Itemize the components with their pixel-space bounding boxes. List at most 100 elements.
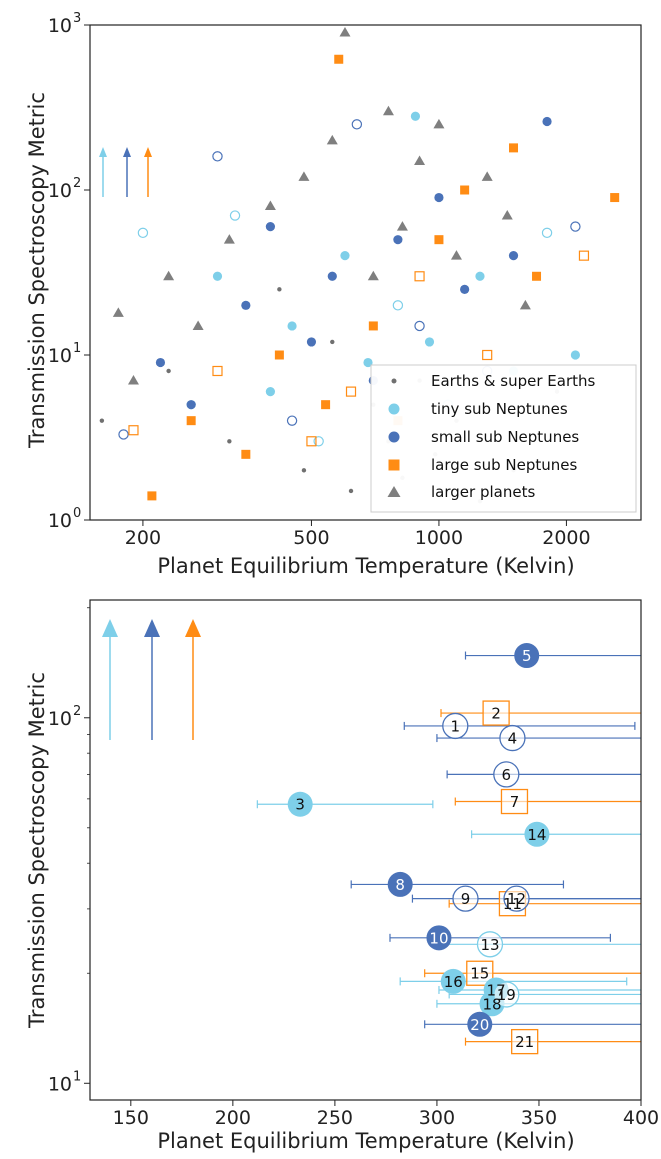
planet-19-label: 19 (497, 986, 516, 1004)
top-y-tick-exponent: 1 (73, 341, 81, 356)
legend-box (370, 364, 637, 513)
small-point (542, 116, 552, 127)
planet-12-marker (503, 885, 530, 912)
top-x-tick-label: 500 (293, 527, 329, 549)
large-point (274, 350, 284, 360)
top-x-tick-label: 200 (125, 527, 161, 549)
legend: Earths & super Earths tiny sub Neptunes … (370, 364, 637, 513)
small-point (306, 337, 317, 347)
planet-6-label: 6 (502, 766, 512, 784)
small-point (186, 400, 196, 410)
larger-point (326, 134, 338, 145)
planet-8-marker (387, 871, 413, 897)
top-y-tick-label: 10 (48, 345, 72, 367)
small-point (434, 192, 444, 203)
tiny-point (541, 227, 553, 239)
tiny-point (212, 271, 223, 281)
large-offscale-arrow-head (185, 619, 201, 637)
large-point (368, 321, 378, 331)
planet-2-marker (482, 700, 510, 726)
large-point (414, 271, 425, 282)
top-offscale-arrows (99, 147, 152, 197)
large-point (212, 365, 223, 377)
larger-point (223, 234, 235, 244)
bottom-x-tick-label: 150 (113, 1107, 149, 1129)
planet-12-label: 12 (507, 890, 526, 908)
planet-13-label: 13 (480, 936, 499, 954)
small-point (118, 429, 129, 440)
bottom-y-tick-exponent: 2 (73, 704, 81, 719)
larger-point (433, 118, 445, 129)
larger-point (339, 27, 351, 37)
large-point (147, 491, 157, 501)
bottom-x-tick-label: 300 (419, 1107, 455, 1129)
bottom-y-tick-exponent: 1 (73, 1069, 81, 1084)
planet-11-label: 11 (503, 895, 522, 913)
planet-7-label: 7 (510, 793, 520, 811)
planet-19-marker (493, 981, 520, 1008)
large-point (578, 250, 590, 261)
planet-4-marker (499, 724, 526, 752)
earths-point (301, 468, 307, 473)
legend-label-tiny: tiny sub Neptunes (431, 400, 568, 418)
tiny-point (313, 436, 324, 447)
small-point (393, 235, 403, 245)
tiny-point (229, 210, 241, 221)
earths-point (227, 439, 232, 444)
planet-15-label: 15 (470, 965, 489, 983)
planet-20-marker (467, 1011, 493, 1037)
earths-point (277, 287, 282, 292)
tiny-point (265, 387, 276, 397)
bottom-y-tick-label: 10 (48, 708, 72, 730)
planet-9-marker (452, 885, 479, 912)
legend-label-large: large sub Neptunes (431, 456, 577, 474)
legend-marker-small (388, 431, 400, 443)
small-point (212, 151, 223, 162)
planet-9-label: 9 (461, 890, 471, 908)
large-offscale-arrow-head (144, 147, 152, 157)
larger-point (298, 171, 310, 181)
bottom-x-tick-label: 400 (623, 1107, 659, 1129)
top-x-axis-label: Planet Equilibrium Temperature (Kelvin) (157, 554, 574, 578)
large-point (345, 386, 357, 397)
tiny-point (137, 227, 149, 239)
legend-marker-earths (391, 378, 397, 384)
legend-label-earths: Earths & super Earths (431, 372, 596, 390)
planet-14-marker (524, 821, 550, 847)
bottom-x-tick-label: 200 (215, 1107, 251, 1129)
small-point (286, 415, 298, 426)
large-point (128, 425, 139, 436)
larger-point (112, 307, 124, 317)
small-point (460, 284, 470, 294)
larger-point (481, 171, 493, 181)
larger-point (127, 375, 139, 385)
large-point (321, 400, 331, 410)
planet-14-label: 14 (527, 826, 546, 844)
larger-point (396, 221, 408, 231)
planet-5-label: 5 (522, 647, 532, 665)
legend-marker-tiny (388, 403, 400, 415)
small-point (265, 222, 276, 232)
legend-marker-larger (387, 486, 401, 497)
tiny-offscale-arrow-head (99, 147, 107, 157)
large-point (610, 193, 620, 203)
top-y-tick-label: 10 (48, 15, 72, 37)
planet-3-marker (287, 791, 313, 817)
larger-point (414, 155, 426, 165)
larger-point (501, 210, 513, 220)
planet-16-label: 16 (444, 973, 463, 991)
larger-point (192, 320, 204, 330)
small-point (570, 221, 581, 232)
planet-2-label: 2 (491, 705, 501, 723)
earths-point (348, 488, 354, 494)
larger-point (264, 200, 276, 210)
tiny-point (287, 321, 297, 331)
large-point (434, 235, 444, 245)
tiny-point (475, 271, 485, 281)
tiny-point (424, 337, 435, 347)
small-point (155, 357, 166, 368)
